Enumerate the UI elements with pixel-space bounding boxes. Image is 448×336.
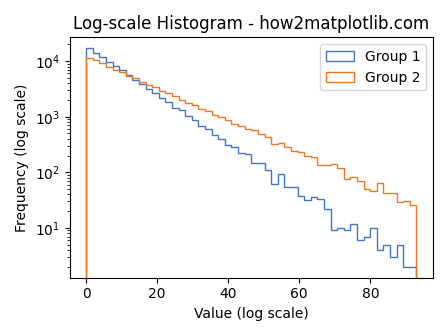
Legend: Group 1, Group 2: Group 1, Group 2 [320, 44, 426, 90]
Title: Log-scale Histogram - how2matplotlib.com: Log-scale Histogram - how2matplotlib.com [73, 15, 430, 33]
X-axis label: Value (log scale): Value (log scale) [194, 307, 309, 321]
Y-axis label: Frequency (log scale): Frequency (log scale) [15, 83, 29, 232]
